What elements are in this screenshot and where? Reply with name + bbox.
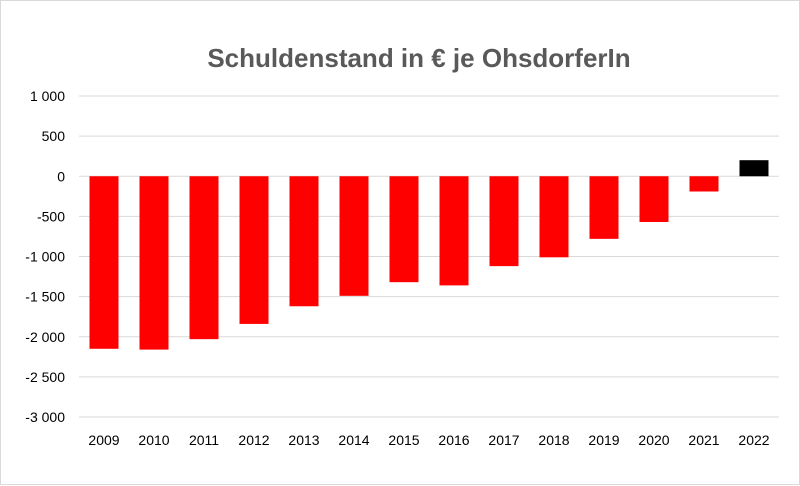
- bar-2014: [339, 176, 369, 296]
- bar-2016: [439, 176, 469, 286]
- x-tick-label: 2012: [238, 432, 269, 448]
- bar-2010: [139, 176, 169, 350]
- x-tick-label: 2013: [288, 432, 319, 448]
- y-tick-label: -1 500: [25, 289, 65, 305]
- bar-2009: [89, 176, 119, 349]
- y-tick-label: 500: [42, 128, 66, 144]
- bar-2022: [739, 160, 769, 177]
- x-tick-label: 2014: [338, 432, 369, 448]
- x-tick-label: 2021: [688, 432, 719, 448]
- y-tick-label: 0: [57, 168, 65, 184]
- bar-2019: [589, 176, 619, 239]
- y-tick-label: -3 000: [25, 409, 65, 425]
- y-tick-label: -500: [37, 208, 65, 224]
- bar-2021: [689, 176, 719, 192]
- chart-title: Schuldenstand in € je OhsdorferIn: [207, 43, 630, 73]
- x-tick-label: 2011: [189, 432, 219, 448]
- x-tick-label: 2022: [738, 432, 769, 448]
- x-tick-label: 2020: [638, 432, 669, 448]
- y-tick-label: 1 000: [30, 88, 65, 104]
- y-axis-ticks: 1 000 500 0 -500 -1 000 -1 500 -2 000 -2 500 -3 …: [25, 88, 65, 425]
- x-axis-ticks: 2009 2010 2011 2012 2013 2014 2015 2016 2017 2018…: [88, 432, 769, 448]
- bar-2015: [389, 176, 419, 283]
- x-tick-label: 2019: [588, 432, 619, 448]
- x-tick-label: 2016: [438, 432, 469, 448]
- x-tick-label: 2017: [488, 432, 519, 448]
- bar-2020: [639, 176, 669, 222]
- bar-2013: [289, 176, 319, 307]
- x-tick-label: 2015: [388, 432, 419, 448]
- bar-2012: [239, 176, 269, 324]
- x-tick-label: 2009: [88, 432, 119, 448]
- x-tick-label: 2018: [538, 432, 569, 448]
- y-tick-label: -2 500: [25, 369, 65, 385]
- bar-2011: [189, 176, 219, 340]
- y-tick-label: -2 000: [25, 329, 65, 345]
- x-tick-label: 2010: [138, 432, 169, 448]
- bars: [89, 160, 769, 350]
- gridlines: [79, 95, 779, 418]
- y-tick-label: -1 000: [25, 249, 65, 265]
- bar-2018: [539, 176, 569, 258]
- bar-2017: [489, 176, 519, 267]
